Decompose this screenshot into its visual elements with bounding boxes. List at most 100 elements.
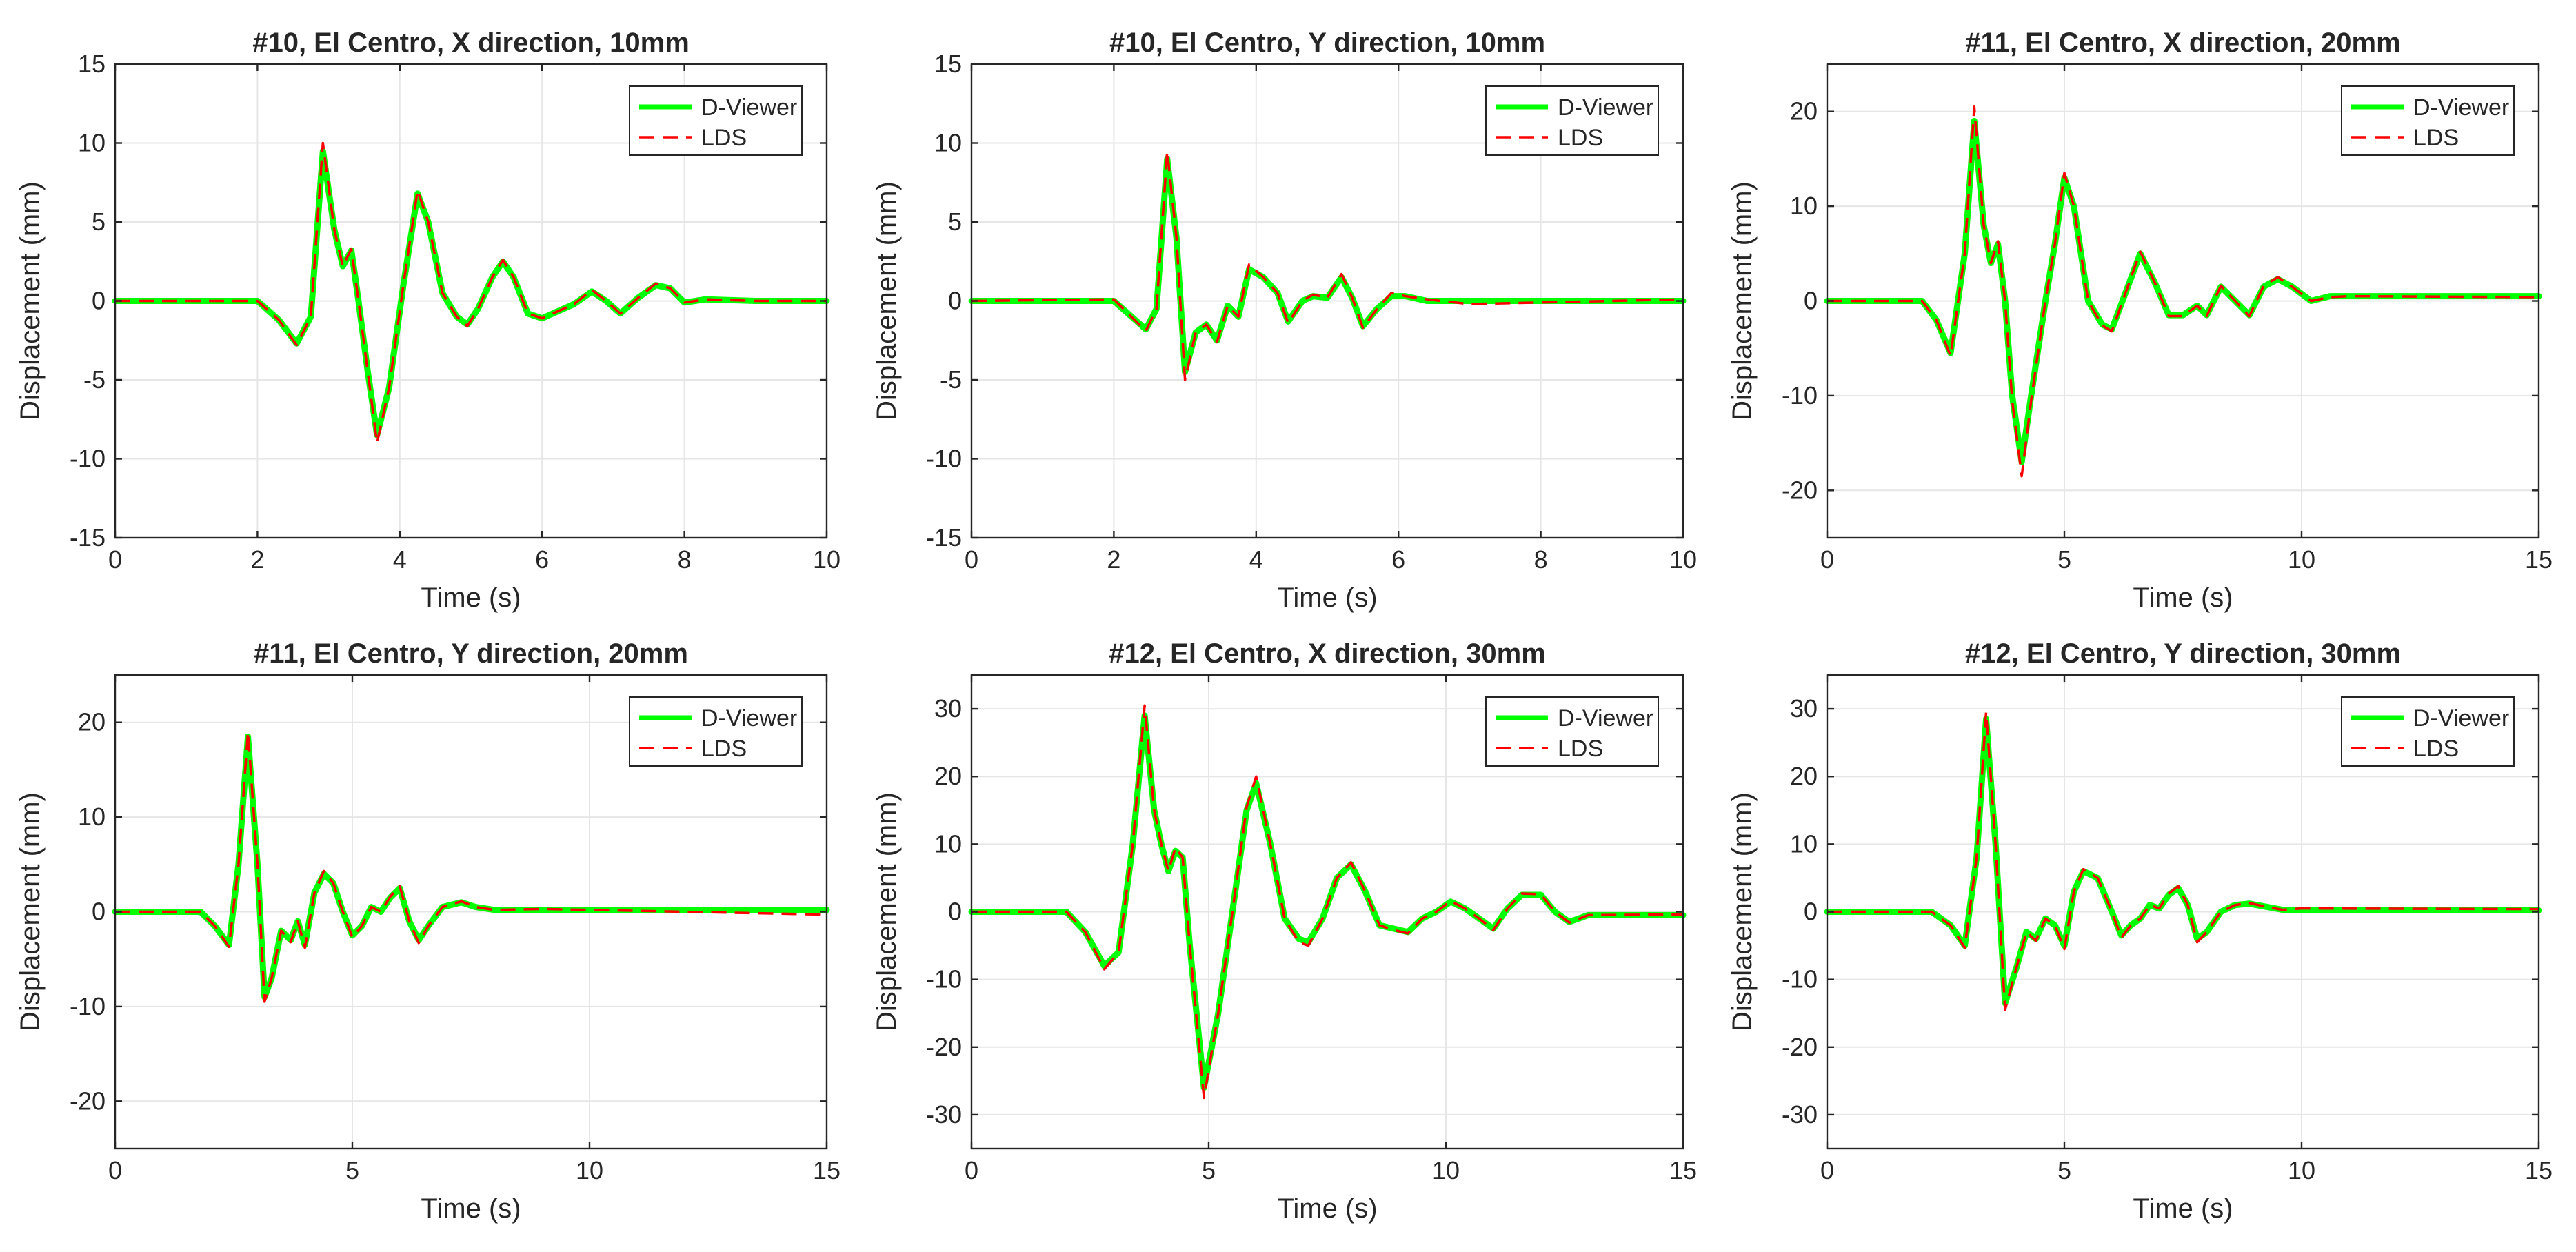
- x-tick-label: 15: [2525, 545, 2553, 574]
- y-tick-label: 20: [934, 762, 962, 790]
- y-tick-label: -20: [1782, 1033, 1818, 1061]
- x-tick-label: 10: [813, 545, 841, 574]
- y-tick-label: 0: [92, 287, 105, 315]
- x-axis-label: Time (s): [421, 583, 521, 613]
- y-tick-label: 20: [1790, 97, 1818, 125]
- y-tick-label: 20: [1790, 762, 1818, 790]
- y-tick-label: 15: [934, 50, 962, 78]
- y-tick-label: -5: [940, 365, 962, 394]
- legend: [2341, 696, 2515, 767]
- chart-panel-2: 0 2 4 6 8 10 -15 -10 -5 0 5 10 15 #10, El Centro, Y d…: [872, 28, 1697, 613]
- legend-label-lds: LDS: [1558, 125, 1603, 151]
- y-tick-label: 0: [1804, 898, 1818, 926]
- y-tick-label: -15: [70, 523, 105, 552]
- y-tick-label: 5: [92, 208, 105, 236]
- x-axis-label: Time (s): [421, 1193, 521, 1224]
- series-line-lds: [1827, 105, 2539, 478]
- y-tick-label: 30: [934, 694, 962, 723]
- x-axis-label: Time (s): [2133, 1193, 2233, 1224]
- legend-label-dviewer: D-Viewer: [1558, 94, 1653, 121]
- x-tick-label: 15: [813, 1156, 841, 1184]
- legend: [629, 85, 803, 156]
- legend-label-dviewer: D-Viewer: [701, 705, 797, 731]
- y-tick-label: 0: [92, 898, 105, 926]
- y-tick-label: -30: [926, 1100, 962, 1129]
- y-tick-label: -10: [1782, 381, 1818, 410]
- legend-label-lds: LDS: [701, 736, 747, 762]
- y-tick-label: 15: [78, 50, 105, 78]
- y-tick-label: -20: [926, 1033, 962, 1061]
- x-tick-label: 5: [2057, 545, 2071, 574]
- chart-panel-5: 0 5 10 15 -30 -20 -10 0 10 20 30 #12, El Centro, X …: [872, 638, 1697, 1224]
- series-line-lds: [972, 704, 1684, 1100]
- y-axis-label: Displacement (mm): [1727, 792, 1758, 1031]
- y-tick-label: 10: [78, 129, 105, 157]
- chart-title: #12, El Centro, Y direction, 30mm: [1965, 638, 2401, 669]
- y-axis-label: Displacement (mm): [1727, 181, 1758, 421]
- x-tick-label: 10: [2288, 545, 2315, 574]
- x-tick-label: 4: [393, 545, 407, 574]
- y-axis-label: Displacement (mm): [15, 181, 46, 421]
- series-line-lds: [115, 141, 827, 445]
- chart-title: #10, El Centro, Y direction, 10mm: [1109, 28, 1545, 58]
- legend-label-dviewer: D-Viewer: [701, 94, 797, 121]
- x-tick-label: 10: [2288, 1156, 2315, 1184]
- legend-label-lds: LDS: [701, 125, 747, 151]
- chart-panel-1: 0 2 4 6 8 10 -15 -10 -5 0 5 10 15 #10, El Centro, X d…: [15, 28, 841, 613]
- y-axis-label: Displacement (mm): [872, 792, 902, 1031]
- x-axis-label: Time (s): [2133, 583, 2233, 613]
- legend-label-lds: LDS: [1558, 736, 1603, 762]
- x-tick-label: 0: [965, 545, 978, 574]
- x-tick-label: 2: [250, 545, 264, 574]
- legend-label-dviewer: D-Viewer: [2413, 94, 2509, 121]
- y-tick-label: -5: [83, 365, 105, 394]
- y-tick-label: 10: [78, 802, 105, 831]
- legend-label-dviewer: D-Viewer: [2413, 705, 2509, 731]
- y-tick-label: -10: [926, 445, 962, 473]
- chart-title: #12, El Centro, X direction, 30mm: [1109, 638, 1546, 669]
- x-tick-label: 5: [345, 1156, 359, 1184]
- y-tick-label: 0: [1804, 287, 1818, 315]
- y-tick-label: -15: [926, 523, 962, 552]
- x-tick-label: 0: [108, 545, 122, 574]
- y-tick-label: -10: [926, 965, 962, 993]
- chart-panel-3: 0 5 10 15 -20 -10 0 10 20 #11, El Centro, X direc…: [1727, 28, 2553, 613]
- chart-panel-4: 0 5 10 15 -20 -10 0 10 20 #11, El Centro, Y direc…: [15, 638, 841, 1224]
- x-tick-label: 0: [965, 1156, 978, 1184]
- y-tick-label: -10: [70, 992, 105, 1020]
- series-line-lds: [1827, 711, 2539, 1011]
- y-tick-label: 5: [948, 208, 962, 236]
- x-tick-label: 6: [1391, 545, 1405, 574]
- y-tick-label: -10: [1782, 965, 1818, 993]
- chart-panel-6: 0 5 10 15 -30 -20 -10 0 10 20 30 #12, El Centro, Y …: [1727, 638, 2553, 1224]
- y-tick-label: 20: [78, 708, 105, 736]
- x-tick-label: 10: [1669, 545, 1697, 574]
- x-tick-label: 5: [2057, 1156, 2071, 1184]
- legend-label-dviewer: D-Viewer: [1558, 705, 1653, 731]
- x-tick-label: 8: [1534, 545, 1548, 574]
- y-tick-label: 30: [1790, 694, 1818, 723]
- chart-title: #10, El Centro, X direction, 10mm: [252, 28, 690, 58]
- x-tick-label: 8: [678, 545, 692, 574]
- x-tick-label: 15: [1669, 1156, 1697, 1184]
- x-axis-label: Time (s): [1277, 1193, 1377, 1224]
- x-tick-label: 5: [1202, 1156, 1216, 1184]
- chart-title: #11, El Centro, Y direction, 20mm: [254, 638, 688, 669]
- series-line-lds: [115, 730, 827, 1003]
- y-tick-label: 0: [948, 898, 962, 926]
- legend: [629, 696, 803, 767]
- x-tick-label: 0: [1820, 545, 1834, 574]
- y-tick-label: 10: [1790, 829, 1818, 858]
- x-axis-label: Time (s): [1277, 583, 1377, 613]
- y-tick-label: 0: [948, 287, 962, 315]
- y-axis-label: Displacement (mm): [15, 792, 46, 1031]
- x-tick-label: 2: [1107, 545, 1120, 574]
- x-tick-label: 10: [576, 1156, 603, 1184]
- chart-title: #11, El Centro, X direction, 20mm: [1965, 28, 2400, 58]
- y-tick-label: -10: [70, 445, 105, 473]
- x-tick-label: 0: [108, 1156, 122, 1184]
- x-tick-label: 15: [2525, 1156, 2553, 1184]
- legend-label-lds: LDS: [2413, 736, 2459, 762]
- y-tick-label: 10: [1790, 192, 1818, 220]
